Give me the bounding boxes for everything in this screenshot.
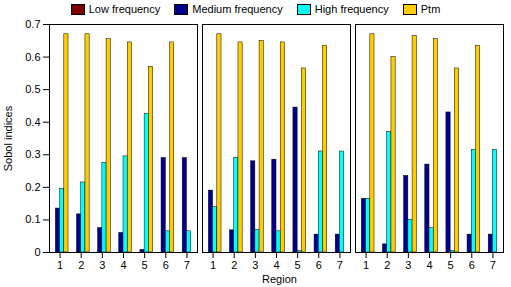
svg-text:6: 6 xyxy=(163,259,169,271)
html-text:Ptm: Ptm xyxy=(420,2,441,15)
svg-text:0.6: 0.6 xyxy=(25,51,40,63)
svg-text:2: 2 xyxy=(384,259,390,271)
svg-text:0: 0 xyxy=(34,246,40,258)
svg-text:1: 1 xyxy=(363,259,369,271)
svg-text:7: 7 xyxy=(337,259,343,271)
html-text:High frequency: High frequency xyxy=(314,2,389,15)
svg-text:7: 7 xyxy=(490,259,496,271)
svg-text:3: 3 xyxy=(405,259,411,271)
svg-text:1: 1 xyxy=(57,259,63,271)
svg-text:7: 7 xyxy=(184,259,190,271)
svg-text:0.7: 0.7 xyxy=(25,18,40,30)
svg-text:3: 3 xyxy=(99,259,105,271)
html-text:Medium frequency: Medium frequency xyxy=(192,2,283,15)
svg-text:1: 1 xyxy=(210,259,216,271)
html-text:Low frequency: Low frequency xyxy=(88,2,161,15)
html-text:Region: Region xyxy=(262,273,297,285)
svg-text:Sobol indices: Sobol indices xyxy=(2,105,14,171)
svg-text:5: 5 xyxy=(142,259,148,271)
svg-text:2: 2 xyxy=(78,259,84,271)
svg-text:0.5: 0.5 xyxy=(25,83,40,95)
svg-text:5: 5 xyxy=(448,259,454,271)
svg-text:2: 2 xyxy=(231,259,237,271)
svg-text:4: 4 xyxy=(273,259,279,271)
svg-text:4: 4 xyxy=(120,259,126,271)
svg-text:0.1: 0.1 xyxy=(25,213,40,225)
svg-text:0.2: 0.2 xyxy=(25,181,40,193)
svg-text:4: 4 xyxy=(426,259,432,271)
svg-text:3: 3 xyxy=(252,259,258,271)
svg-text:6: 6 xyxy=(469,259,475,271)
svg-text:0.3: 0.3 xyxy=(25,148,40,160)
svg-text:6: 6 xyxy=(316,259,322,271)
svg-text:0.4: 0.4 xyxy=(25,116,40,128)
svg-text:5: 5 xyxy=(295,259,301,271)
